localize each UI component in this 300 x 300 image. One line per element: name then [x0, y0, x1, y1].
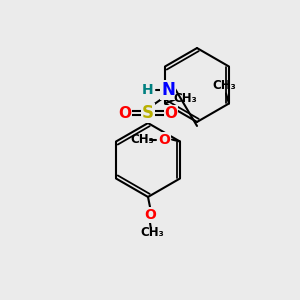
Text: N: N: [161, 81, 175, 99]
Text: CH₃: CH₃: [130, 133, 154, 146]
Text: H: H: [142, 83, 154, 97]
Text: CH₃: CH₃: [173, 92, 197, 105]
Text: CH₃: CH₃: [212, 79, 236, 92]
Text: S: S: [142, 104, 154, 122]
Text: O: O: [164, 106, 178, 121]
Text: O: O: [144, 208, 156, 222]
Text: CH₃: CH₃: [140, 226, 164, 239]
Text: O: O: [118, 106, 131, 121]
Text: O: O: [158, 133, 170, 146]
